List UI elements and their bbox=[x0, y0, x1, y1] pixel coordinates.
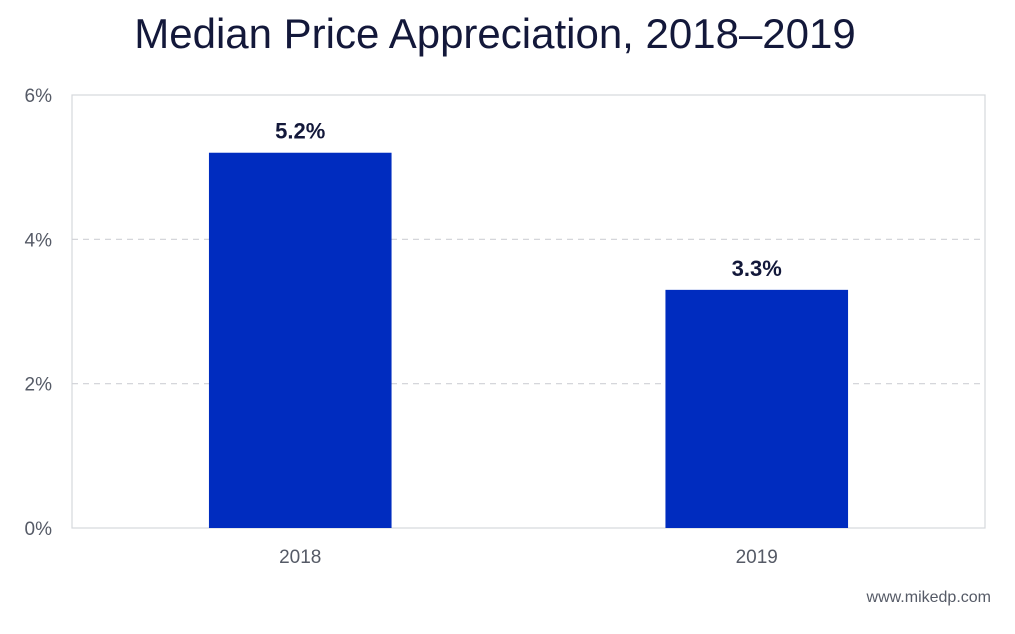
bar bbox=[208, 152, 392, 528]
y-tick-label: 2% bbox=[25, 375, 53, 396]
data-label: 5.2% bbox=[275, 119, 325, 144]
y-tick-label: 4% bbox=[25, 230, 53, 251]
x-tick-label: 2018 bbox=[279, 547, 321, 568]
y-tick-label: 0% bbox=[25, 519, 53, 540]
plot-frame bbox=[71, 94, 986, 529]
bar bbox=[665, 289, 849, 528]
y-tick-label: 6% bbox=[25, 86, 53, 107]
data-label: 3.3% bbox=[732, 256, 782, 281]
source-credit: www.mikedp.com bbox=[866, 589, 991, 606]
x-tick-label: 2019 bbox=[736, 547, 778, 568]
chart-title: Median Price Appreciation, 2018–2019 bbox=[134, 10, 856, 57]
